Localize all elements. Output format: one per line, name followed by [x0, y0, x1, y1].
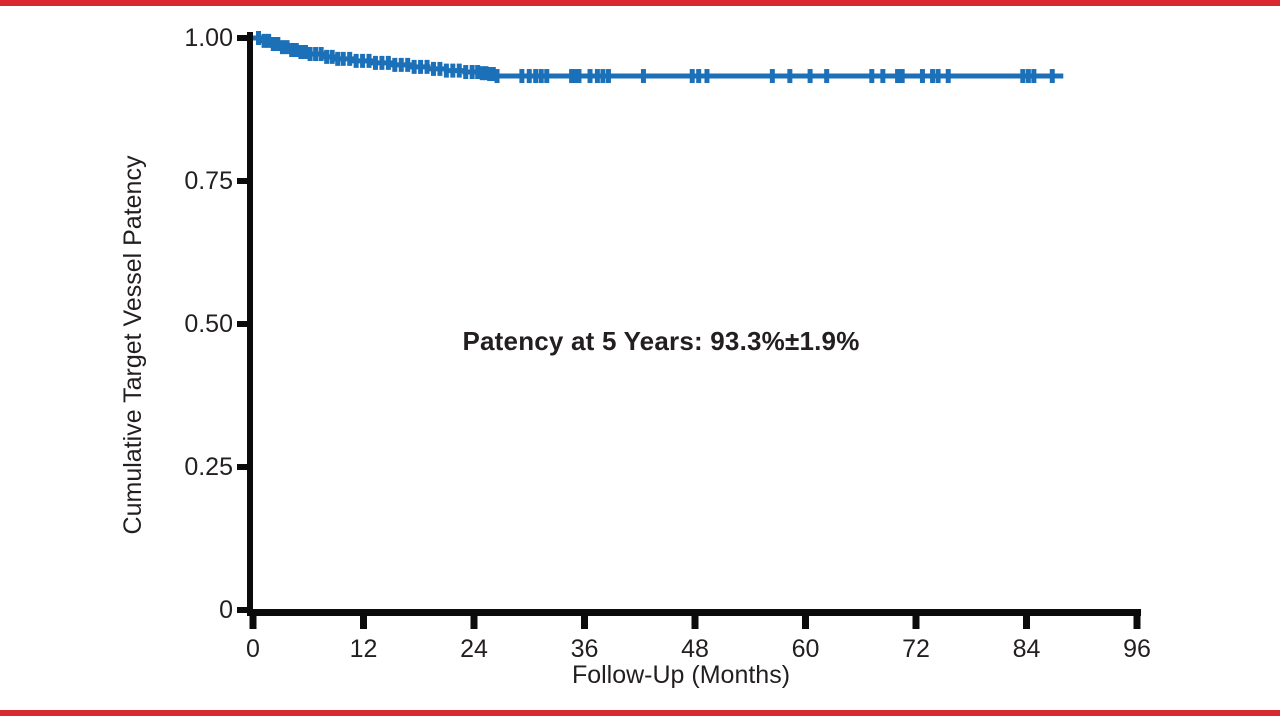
x-tick: [249, 616, 257, 629]
x-tick: [470, 616, 478, 629]
y-tick: [237, 35, 247, 41]
y-tick-label: 0.75: [184, 167, 233, 195]
x-tick-label: 12: [349, 635, 378, 663]
x-axis-title: Follow-Up (Months): [571, 661, 791, 689]
x-tick-label: 84: [1012, 635, 1041, 663]
x-tick-label: 72: [902, 635, 930, 663]
y-axis-line: [247, 32, 253, 616]
top-border-bar: [0, 0, 1280, 6]
x-tick-label: 36: [570, 635, 599, 663]
x-tick: [1023, 616, 1030, 629]
x-tick: [912, 616, 920, 629]
x-tick-label: 60: [791, 635, 820, 663]
patency-annotation: Patency at 5 Years: 93.3%±1.9%: [462, 326, 860, 356]
x-tick-label: 96: [1123, 635, 1151, 663]
y-tick: [237, 321, 247, 327]
y-axis-title: Cumulative Target Vessel Patency: [119, 155, 147, 535]
x-tick: [691, 616, 699, 629]
x-tick: [1133, 616, 1141, 629]
bottom-border-bar: [0, 710, 1280, 716]
x-tick: [802, 616, 809, 629]
x-tick: [360, 616, 367, 629]
x-tick-label: 0: [246, 635, 260, 663]
x-axis-line: [247, 609, 1141, 616]
y-tick: [237, 178, 247, 184]
y-tick-label: 0.50: [184, 310, 233, 338]
x-tick-label: 24: [460, 635, 488, 663]
y-tick: [237, 607, 247, 613]
x-tick-label: 48: [681, 635, 709, 663]
x-tick: [581, 616, 588, 629]
y-tick-label: 0: [219, 596, 233, 624]
y-tick-label: 1.00: [184, 24, 233, 52]
y-tick-label: 0.25: [184, 453, 233, 481]
y-tick: [237, 464, 247, 470]
